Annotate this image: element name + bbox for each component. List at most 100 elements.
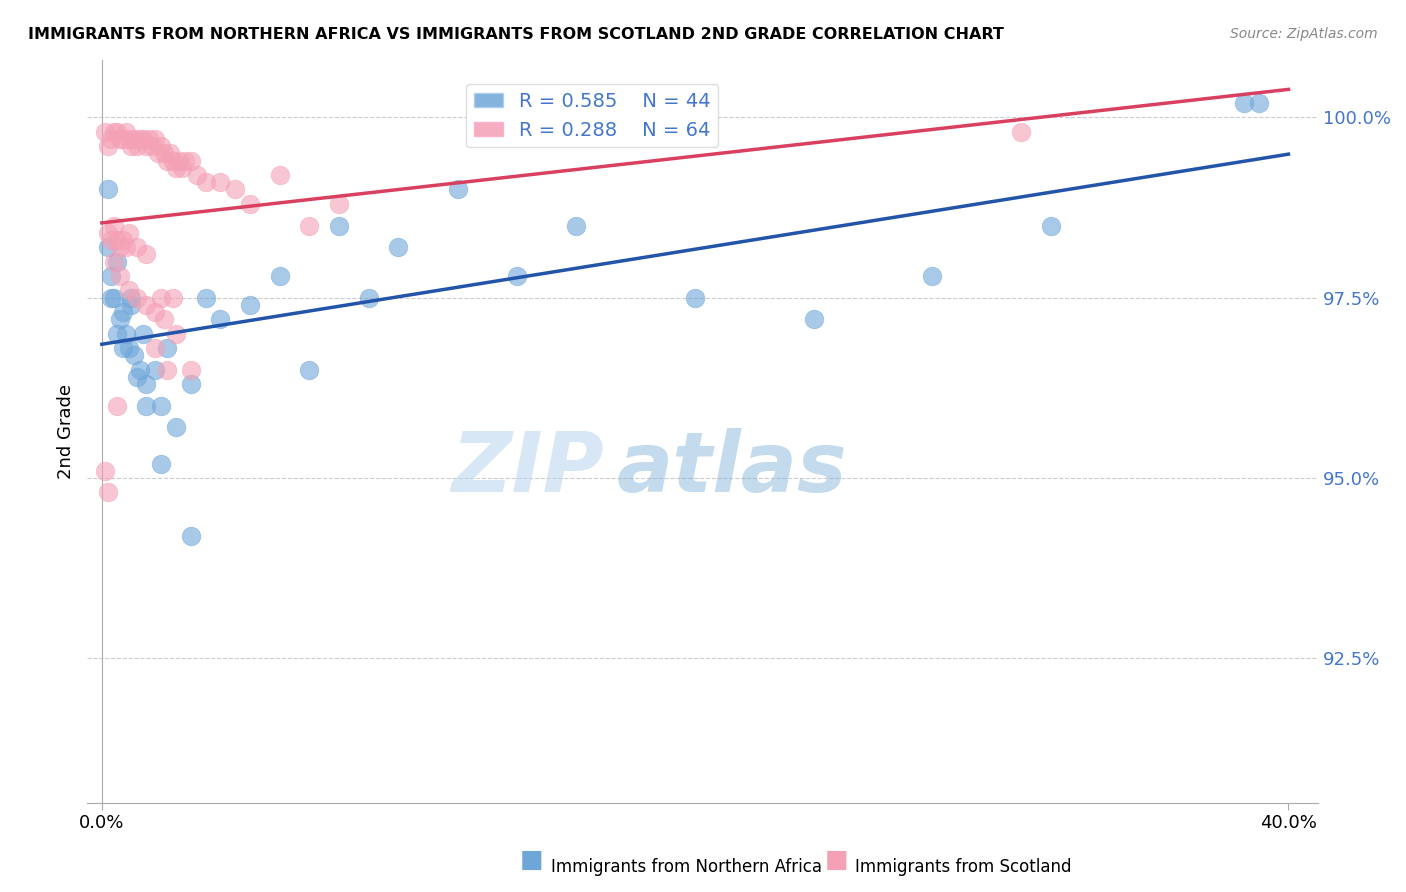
Point: [153, 312, 176, 326]
Point: [135, 298, 157, 312]
Point: [156, 363, 179, 377]
Point: [209, 312, 232, 326]
Point: [298, 219, 321, 233]
Point: [105, 233, 128, 247]
Point: [111, 233, 134, 247]
Point: [105, 125, 128, 139]
Point: [103, 254, 125, 268]
Point: [180, 377, 202, 392]
Point: [150, 291, 173, 305]
Text: Immigrants from Northern Africa: Immigrants from Northern Africa: [551, 858, 823, 876]
Text: IMMIGRANTS FROM NORTHERN AFRICA VS IMMIGRANTS FROM SCOTLAND 2ND GRADE CORRELATIO: IMMIGRANTS FROM NORTHERN AFRICA VS IMMIG…: [28, 27, 1004, 42]
Point: [111, 132, 134, 146]
Point: [173, 153, 195, 168]
Point: [328, 219, 350, 233]
Legend: R = 0.585    N = 44, R = 0.288    N = 64: R = 0.585 N = 44, R = 0.288 N = 64: [465, 84, 718, 147]
Point: [328, 197, 350, 211]
Point: [156, 341, 179, 355]
Point: [506, 268, 529, 283]
Point: [103, 291, 125, 305]
Point: [108, 268, 131, 283]
Point: [150, 139, 173, 153]
Point: [129, 132, 152, 146]
Point: [121, 298, 143, 312]
Text: Source: ZipAtlas.com: Source: ZipAtlas.com: [1230, 27, 1378, 41]
Point: [239, 197, 262, 211]
Text: ■: ■: [825, 848, 848, 872]
Point: [124, 132, 146, 146]
Point: [269, 268, 291, 283]
Point: [209, 175, 232, 189]
Point: [387, 240, 409, 254]
Text: atlas: atlas: [616, 428, 846, 508]
Point: [135, 247, 157, 261]
Point: [97, 485, 120, 500]
Point: [167, 153, 190, 168]
Point: [124, 348, 146, 362]
Point: [127, 139, 149, 153]
Point: [565, 219, 588, 233]
Text: Immigrants from Scotland: Immigrants from Scotland: [855, 858, 1071, 876]
Point: [117, 226, 139, 240]
Point: [150, 457, 173, 471]
Point: [165, 161, 187, 175]
Point: [143, 363, 166, 377]
Point: [117, 341, 139, 355]
Point: [114, 125, 136, 139]
Y-axis label: 2nd Grade: 2nd Grade: [58, 384, 75, 479]
Point: [108, 312, 131, 326]
Point: [135, 399, 157, 413]
Point: [100, 291, 122, 305]
Point: [148, 146, 170, 161]
Point: [1011, 125, 1033, 139]
Point: [180, 363, 202, 377]
Point: [105, 254, 128, 268]
Point: [97, 226, 120, 240]
Point: [108, 240, 131, 254]
Point: [803, 312, 825, 326]
Point: [100, 233, 122, 247]
Point: [105, 326, 128, 341]
Point: [111, 341, 134, 355]
Point: [117, 132, 139, 146]
Point: [94, 464, 117, 478]
Point: [194, 175, 217, 189]
Point: [121, 139, 143, 153]
Point: [921, 268, 943, 283]
Point: [94, 125, 117, 139]
Point: [143, 132, 166, 146]
Text: ■: ■: [520, 848, 543, 872]
Point: [103, 219, 125, 233]
Point: [298, 363, 321, 377]
Point: [135, 377, 157, 392]
Point: [165, 326, 187, 341]
Point: [127, 291, 149, 305]
Point: [97, 182, 120, 196]
Point: [1233, 95, 1256, 110]
Point: [447, 182, 470, 196]
Point: [141, 139, 163, 153]
Point: [132, 326, 155, 341]
Point: [114, 240, 136, 254]
Point: [97, 139, 120, 153]
Point: [156, 153, 179, 168]
Point: [108, 132, 131, 146]
Point: [100, 132, 122, 146]
Point: [1040, 219, 1063, 233]
Point: [127, 240, 149, 254]
Point: [1247, 95, 1270, 110]
Point: [153, 146, 176, 161]
Point: [111, 305, 134, 319]
Point: [132, 132, 155, 146]
Text: ZIP: ZIP: [451, 428, 605, 508]
Point: [186, 168, 208, 182]
Point: [269, 168, 291, 182]
Point: [127, 370, 149, 384]
Point: [170, 161, 193, 175]
Point: [224, 182, 246, 196]
Point: [180, 529, 202, 543]
Point: [138, 132, 160, 146]
Point: [143, 341, 166, 355]
Point: [117, 284, 139, 298]
Point: [129, 363, 152, 377]
